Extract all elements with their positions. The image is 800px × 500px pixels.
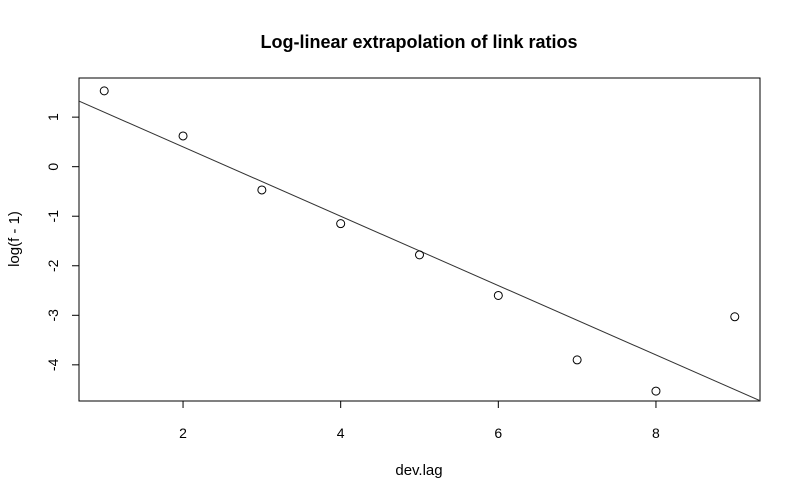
x-tick-label-2: 2 — [179, 425, 187, 441]
data-point-6 — [493, 290, 503, 300]
y-tick-label--1: -1 — [45, 210, 61, 223]
data-point-9 — [730, 312, 740, 322]
y-axis: 1 0 -1 -2 -3 -4 — [45, 113, 79, 371]
data-point-7 — [572, 355, 582, 365]
y-axis-label: log(f - 1) — [6, 211, 23, 267]
x-axis: 2 4 6 8 — [179, 401, 660, 441]
data-point-5 — [415, 250, 424, 260]
plot-frame — [78, 77, 761, 402]
data-point-2 — [178, 131, 188, 141]
x-tick-label-6: 6 — [494, 425, 502, 441]
data-point-8 — [651, 386, 661, 396]
data-point-3 — [257, 185, 267, 195]
y-tick-label--4: -4 — [45, 358, 61, 371]
plot-area — [79, 86, 760, 401]
y-tick-label--2: -2 — [45, 259, 61, 272]
chart-title: Log-linear extrapolation of link ratios — [260, 32, 577, 52]
data-point-1 — [99, 86, 109, 96]
x-tick-label-4: 4 — [337, 425, 345, 441]
data-point-4 — [336, 219, 346, 229]
y-tick-label-0: 0 — [45, 163, 61, 171]
x-tick-label-8: 8 — [652, 425, 660, 441]
x-axis-label: dev.lag — [395, 462, 442, 479]
y-tick-label--3: -3 — [45, 309, 61, 322]
y-tick-label-1: 1 — [45, 113, 61, 121]
